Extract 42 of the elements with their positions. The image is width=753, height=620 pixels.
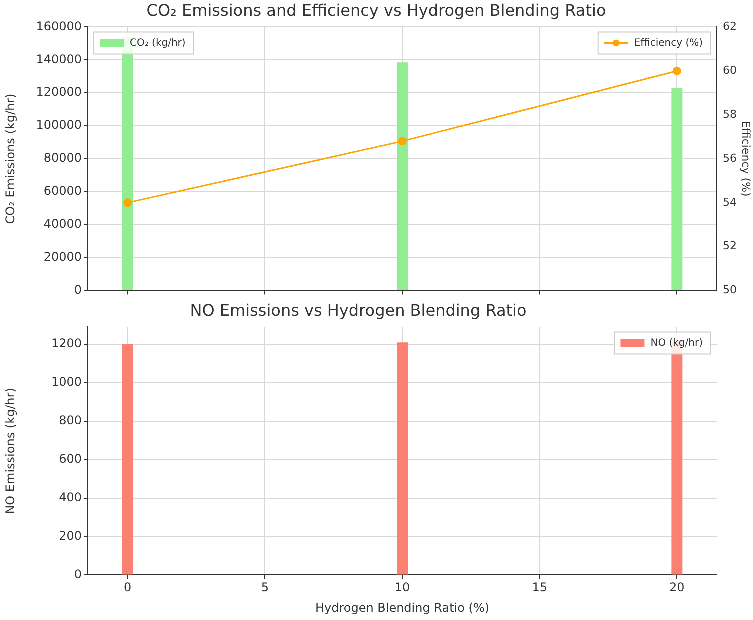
- chart-title: NO Emissions vs Hydrogen Blending Ratio: [190, 300, 527, 320]
- y2-tick-label: 62: [723, 20, 737, 34]
- legend-label: Efficiency (%): [634, 38, 704, 49]
- y-tick-label: 40000: [44, 217, 82, 232]
- y-tick-label: 160000: [36, 19, 82, 34]
- point: [124, 198, 132, 208]
- y-tick-label: 20000: [44, 250, 82, 264]
- y-tick-label: 800: [59, 414, 82, 428]
- y-tick-label: 0: [74, 282, 82, 297]
- point: [672, 66, 682, 76]
- x-tick-label: 20: [670, 580, 685, 595]
- y2-tick-label: 56: [723, 152, 737, 165]
- y2-tick-label: 60: [723, 64, 737, 77]
- y2-tick-label: 54: [723, 196, 737, 209]
- legend-label: CO₂ (kg/hr): [130, 38, 186, 49]
- x-tick-label: 0: [124, 580, 132, 595]
- x-axis-title: Hydrogen Blending Ratio (%): [315, 600, 490, 615]
- bar: [672, 88, 683, 290]
- y-tick-label: 140000: [36, 52, 82, 66]
- y-tick-label: 1000: [51, 375, 82, 390]
- y-tick-label: 600: [59, 452, 82, 466]
- y-tick-label: 1200: [51, 336, 82, 351]
- y-axis-title: NO Emissions (kg/hr): [3, 388, 18, 514]
- y2-axis-title: Efficiency (%): [740, 121, 753, 197]
- y-tick-label: 0: [74, 567, 82, 582]
- bar: [397, 62, 408, 290]
- chart-title: CO₂ Emissions and Efficiency vs Hydrogen Blending Ratio: [146, 0, 606, 20]
- y-tick-label: 400: [59, 490, 82, 504]
- x-tick-label: 10: [394, 580, 410, 595]
- legend-label: NO (kg/hr): [650, 338, 704, 349]
- y-axis-title: CO₂ Emissions (kg/hr): [3, 94, 18, 224]
- point: [398, 137, 407, 146]
- x-tick-label: 15: [532, 580, 548, 595]
- y-tick-label: 60000: [44, 184, 82, 198]
- y2-tick-label: 52: [723, 240, 737, 253]
- y-tick-label: 80000: [44, 151, 82, 166]
- y2-tick-label: 58: [723, 108, 737, 121]
- y2-tick-label: 50: [723, 284, 737, 297]
- y-tick-label: 120000: [36, 85, 82, 100]
- x-tick-label: 5: [261, 580, 269, 595]
- y-tick-label: 200: [59, 528, 82, 543]
- y-tick-label: 100000: [36, 118, 82, 132]
